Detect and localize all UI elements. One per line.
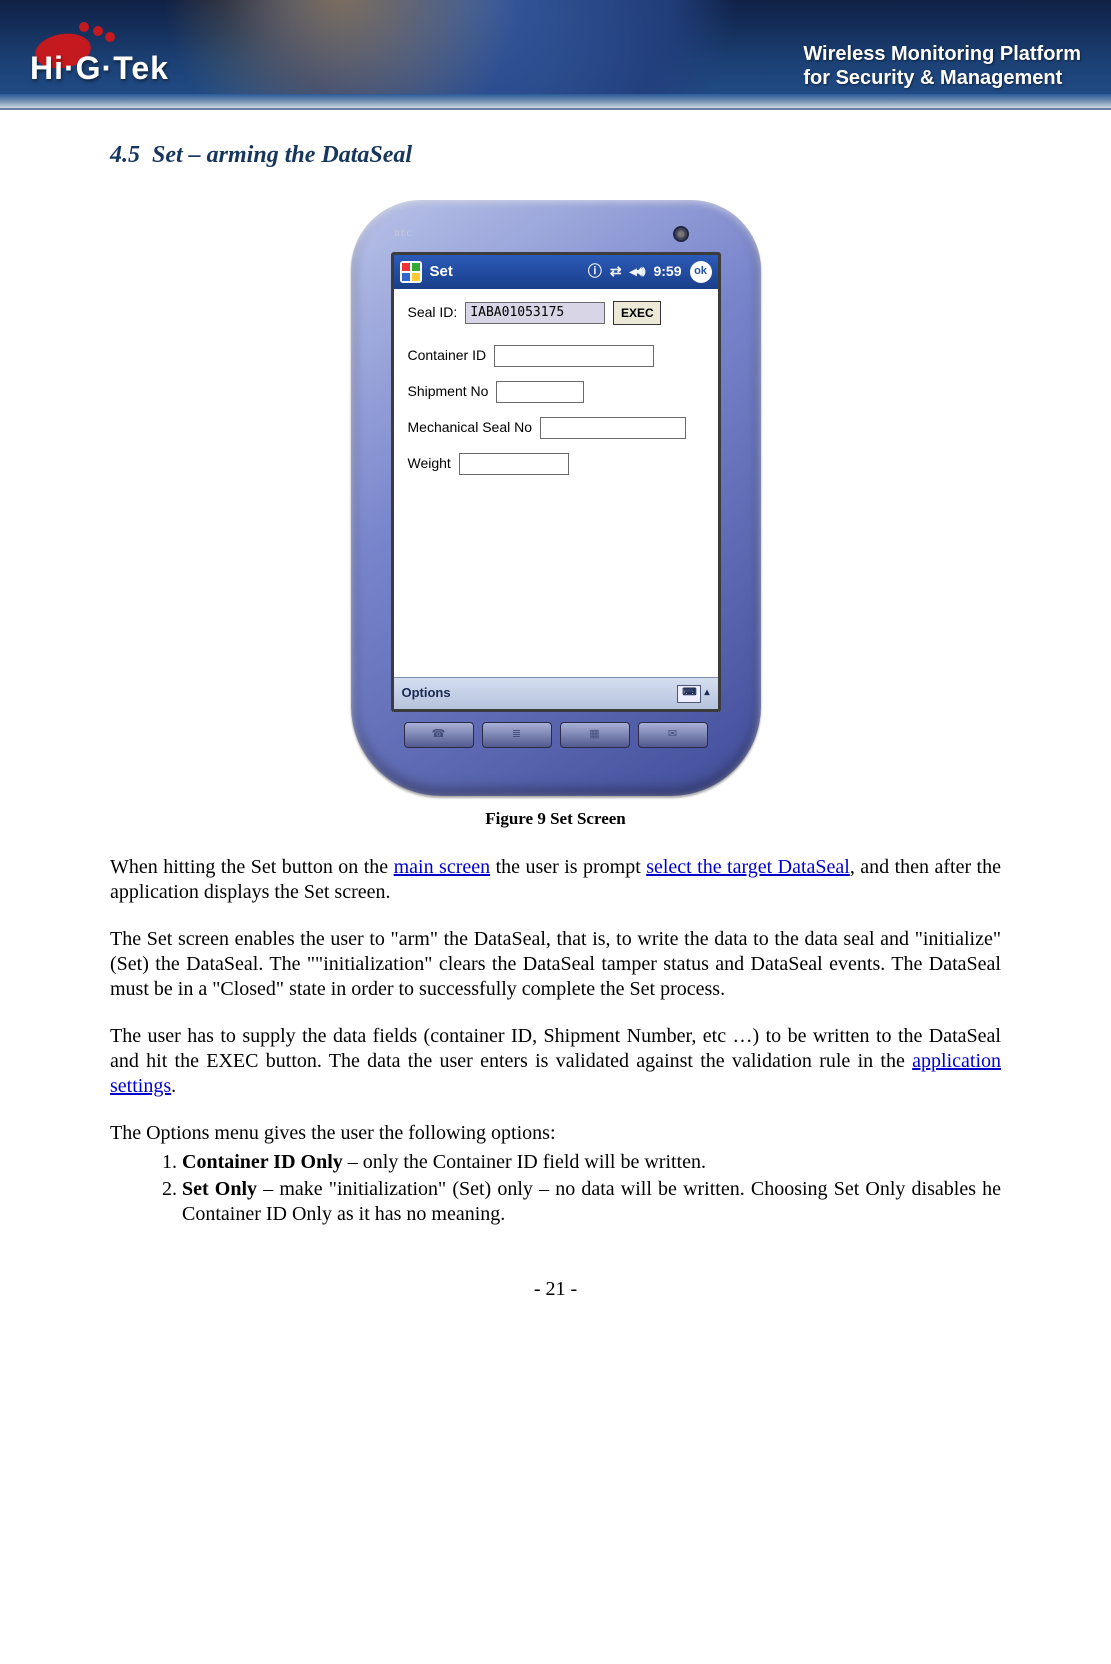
hardware-buttons: ☎ ≣ ▦ ✉ [379,722,733,748]
opt2-bold: Set Only [182,1178,257,1200]
page-number: - 21 - [110,1277,1001,1302]
section-number: 4.5 [110,142,140,168]
opt2-text: – make "initialization" (Set) only – no … [182,1178,1001,1225]
hw-button-2: ≣ [482,722,552,748]
seal-id-label: Seal ID: [408,304,458,322]
mech-seal-field[interactable] [540,417,686,439]
figure-caption: Figure 9 Set Screen [110,808,1001,829]
weight-label: Weight [408,455,451,473]
rec-label: REC [395,229,414,239]
chevron-up-icon[interactable]: ▴ [704,687,709,700]
p1-t1: When hitting the Set button on the [110,856,394,878]
section-heading: 4.5 Set – arming the DataSeal [110,140,1001,170]
app-title: Set [430,263,453,282]
ok-button[interactable]: ok [690,261,712,283]
paragraph-4: The Options menu gives the user the foll… [110,1121,1001,1146]
windows-mobile-bottombar: Options ⌨ ▴ [394,677,718,709]
container-id-label: Container ID [408,347,487,365]
weight-row: Weight [408,453,704,475]
paragraph-3: The user has to supply the data fields (… [110,1024,1001,1099]
exec-button[interactable]: EXEC [613,301,661,325]
opt1-text: – only the Container ID field will be wr… [343,1151,706,1173]
opt1-bold: Container ID Only [182,1151,343,1173]
logo-text: Hi·G·Tek [30,50,169,87]
seal-id-field[interactable]: IABA01053175 [465,302,605,324]
pocketpc-device: REC Set ⓘ ⇄ ◂🔊︎ 9:59 ok Se [351,200,761,796]
container-id-field[interactable] [494,345,654,367]
link-select-target[interactable]: select the target DataSeal [646,856,850,878]
hw-button-3: ▦ [560,722,630,748]
p1-t2: the user is prompt [490,856,646,878]
clock-time: 9:59 [653,263,681,281]
list-item: Set Only – make "initialization" (Set) o… [182,1177,1001,1227]
container-id-row: Container ID [408,345,704,367]
weight-field[interactable] [459,453,569,475]
page-content: 4.5 Set – arming the DataSeal REC Set ⓘ … [0,110,1111,1342]
options-list: Container ID Only – only the Container I… [110,1150,1001,1227]
start-flag-icon[interactable] [400,261,422,283]
mech-seal-label: Mechanical Seal No [408,419,533,437]
shipment-no-row: Shipment No [408,381,704,403]
options-menu[interactable]: Options [402,685,451,701]
seal-id-row: Seal ID: IABA01053175 EXEC [408,301,704,325]
set-form: Seal ID: IABA01053175 EXEC Container ID … [394,289,718,677]
p3-t2: . [171,1075,176,1097]
signal-icon: ⓘ [588,263,602,281]
paragraph-1: When hitting the Set button on the main … [110,855,1001,905]
windows-mobile-titlebar: Set ⓘ ⇄ ◂🔊︎ 9:59 ok [394,255,718,289]
mech-seal-row: Mechanical Seal No [408,417,704,439]
hw-button-4: ✉ [638,722,708,748]
tagline-line1: Wireless Monitoring Platform [803,42,1081,66]
shipment-no-label: Shipment No [408,383,489,401]
p3-t1: The user has to supply the data fields (… [110,1025,1001,1072]
figure-wrap: REC Set ⓘ ⇄ ◂🔊︎ 9:59 ok Se [110,200,1001,796]
link-main-screen[interactable]: main screen [394,856,491,878]
shipment-no-field[interactable] [496,381,584,403]
paragraph-2: The Set screen enables the user to "arm"… [110,927,1001,1002]
device-top-edge: REC [379,222,733,252]
header-banner: Hi·G·Tek Wireless Monitoring Platform fo… [0,0,1111,110]
section-title-text: Set – arming the DataSeal [152,142,412,168]
tagline: Wireless Monitoring Platform for Securit… [803,42,1081,90]
hw-button-1: ☎ [404,722,474,748]
device-screen: Set ⓘ ⇄ ◂🔊︎ 9:59 ok Seal ID: IABA0105317… [391,252,721,712]
list-item: Container ID Only – only the Container I… [182,1150,1001,1175]
tagline-line2: for Security & Management [803,66,1081,90]
keyboard-icon[interactable]: ⌨ [677,685,701,703]
camera-icon [673,226,689,242]
speaker-icon: ◂🔊︎ [630,263,646,281]
sync-icon: ⇄ [610,263,622,281]
